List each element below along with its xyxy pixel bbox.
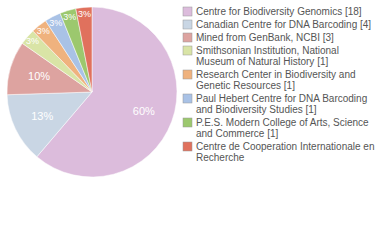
legend-label: Centre de Cooperation Internationale enR… [196, 141, 374, 163]
pie-slice [76, 7, 92, 92]
legend-swatch [183, 7, 192, 16]
legend-label-line: Centre for Biodiversity Genomics [18] [196, 6, 362, 17]
legend-label: Canadian Centre for DNA Barcoding [4] [196, 19, 371, 30]
legend-swatch [183, 142, 192, 151]
legend-label: Smithsonian Institution, NationalMuseum … [196, 45, 339, 67]
data-label: 10% [28, 70, 50, 82]
pie-slice [7, 92, 92, 157]
legend-label: P.E.S. Modern College of Arts, Sciencean… [196, 117, 369, 139]
legend-label-line: Smithsonian Institution, National [196, 45, 339, 56]
legend-label: Research Center in Biodiversity andGenet… [196, 69, 356, 91]
data-label: 60% [133, 105, 155, 117]
data-label: 3% [49, 18, 62, 28]
pie [7, 7, 177, 177]
legend-label-line: Mined from GenBank, NCBI [3] [196, 32, 334, 43]
data-label: 3% [37, 26, 50, 36]
legend: Centre for Biodiversity Genomics [18] Can… [183, 6, 374, 163]
data-label: 3% [26, 36, 39, 46]
legend-swatch [183, 33, 192, 42]
legend-label-line: Canadian Centre for DNA Barcoding [4] [196, 19, 371, 30]
legend-swatch [183, 94, 192, 103]
legend-label: Centre for Biodiversity Genomics [18] [196, 6, 362, 17]
legend-label-line: Research Center in Biodiversity and [196, 69, 356, 80]
legend-swatch [183, 20, 192, 29]
legend-swatch [183, 70, 192, 79]
legend-label-line: P.E.S. Modern College of Arts, Science [196, 117, 369, 128]
legend-label-line: Genetic Resources [1] [196, 80, 295, 91]
legend-swatch [183, 46, 192, 55]
data-label: 3% [63, 12, 76, 22]
legend-label-line: Museum of Natural History [1] [196, 56, 328, 67]
legend-label-line: Recherche [196, 152, 245, 163]
legend-label: Mined from GenBank, NCBI [3] [196, 32, 334, 43]
legend-label-line: Paul Hebert Centre for DNA Barcoding [196, 93, 367, 104]
legend-label: Paul Hebert Centre for DNA Barcodingand … [196, 93, 367, 115]
data-labels: 60%13%10%3%3%3%3%3% [26, 9, 155, 122]
legend-label-line: Centre de Cooperation Internationale en [196, 141, 374, 152]
legend-label-line: and Commerce [1] [196, 128, 278, 139]
data-label: 3% [78, 9, 91, 19]
chart: 60%13%10%3%3%3%3%3%Centre for Biodiversi… [0, 0, 380, 240]
legend-label-line: and Biodiversity Studies [1] [196, 104, 317, 115]
data-label: 13% [31, 110, 53, 122]
legend-swatch [183, 118, 192, 127]
